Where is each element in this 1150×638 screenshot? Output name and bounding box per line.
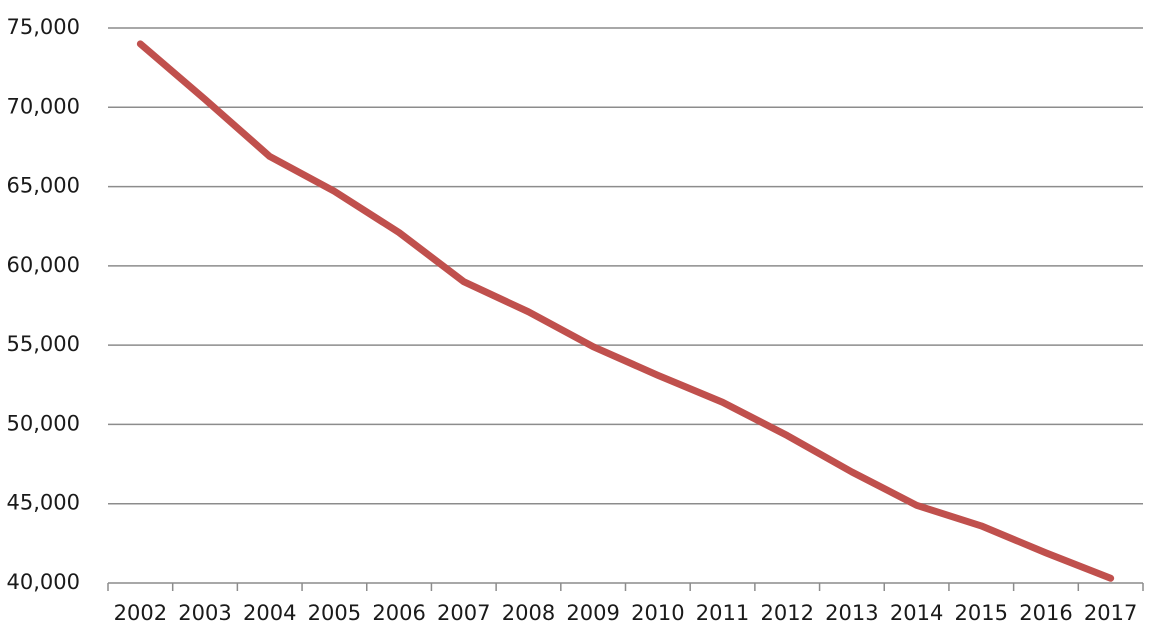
x-tick-label: 2009 [566,601,619,625]
y-tick-label: 65,000 [7,174,80,198]
x-tick-label: 2010 [631,601,684,625]
x-tick-label: 2007 [437,601,490,625]
line-series [136,40,1115,582]
y-tick-label: 60,000 [7,253,80,277]
y-tick-label: 70,000 [7,94,80,118]
x-tick-label: 2015 [955,601,1008,625]
x-tick-label: 2017 [1084,601,1137,625]
y-tick-label: 40,000 [7,570,80,594]
y-tick-label: 50,000 [7,411,80,435]
y-tick-label: 75,000 [7,15,80,39]
x-tick-label: 2003 [178,601,231,625]
x-tick-label: 2011 [696,601,749,625]
x-tick-label: 2012 [760,601,813,625]
x-tick-label: 2014 [890,601,943,625]
x-tick-label: 2008 [502,601,555,625]
x-tick-label: 2005 [308,601,361,625]
y-tick-label: 45,000 [7,491,80,515]
x-tick-label: 2016 [1019,601,1072,625]
x-tick-label: 2002 [114,601,167,625]
y-tick-label: 55,000 [7,332,80,356]
x-tick-label: 2004 [243,601,296,625]
x-tick-label: 2006 [372,601,425,625]
x-tick-label: 2013 [825,601,878,625]
